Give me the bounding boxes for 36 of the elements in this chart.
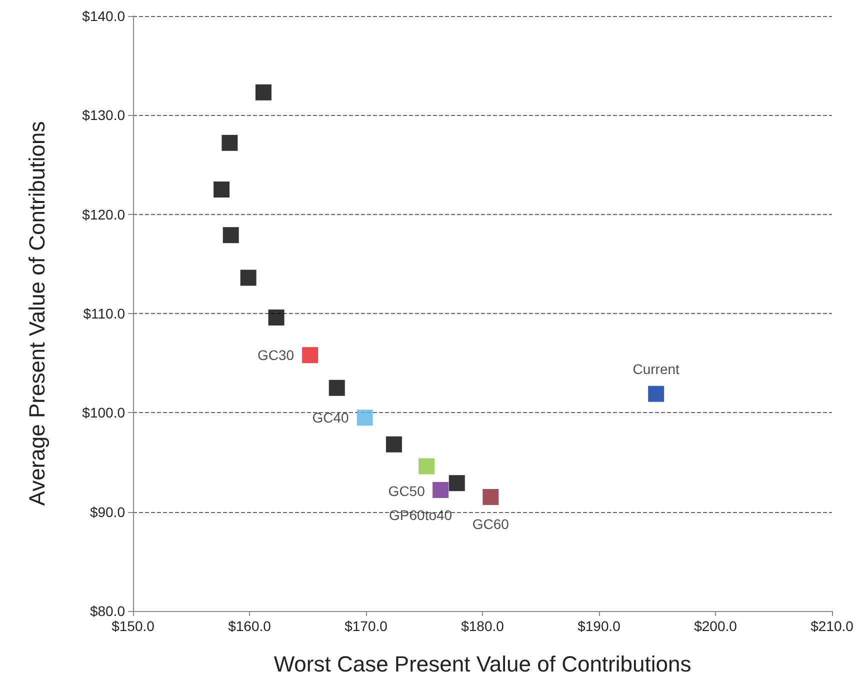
point (302, 347, 318, 364)
x-tick-label: $200.0 (694, 618, 738, 634)
point (448, 475, 465, 492)
point (214, 182, 230, 198)
point (222, 227, 239, 244)
y-tick-label: $90.0 (90, 504, 126, 520)
x-tick-label: $150.0 (112, 618, 155, 634)
point (268, 309, 284, 326)
point (432, 482, 449, 498)
point (255, 84, 272, 100)
point (386, 436, 402, 452)
point (418, 458, 435, 474)
x-axis-title: Worst Case Present Value of Contributions (274, 652, 692, 676)
y-axis-title: Average Present Value of Contributions (24, 121, 50, 506)
y-tick-label: $130.0 (82, 107, 126, 124)
series-label: GC40 (312, 410, 350, 426)
series-label: Current (632, 360, 680, 377)
x-tick-label: $160.0 (228, 618, 272, 634)
x-tick-label: $170.0 (344, 618, 388, 634)
series-label: GC60 (472, 516, 510, 532)
point (356, 410, 373, 426)
point (328, 380, 345, 396)
series-label: GC50 (388, 483, 426, 500)
point (648, 386, 664, 402)
y-tick-label: $110.0 (83, 306, 126, 322)
point (240, 270, 256, 286)
series-label: GC30 (258, 347, 294, 364)
y-tick-label: $100.0 (82, 404, 126, 421)
y-tick-label: $120.0 (82, 206, 126, 222)
y-tick-label: $80.0 (90, 603, 126, 619)
y-tick-label: $140.0 (82, 8, 126, 24)
x-tick-label: $180.0 (461, 618, 504, 634)
point (482, 488, 499, 505)
x-tick-label: $210.0 (810, 618, 854, 634)
point (222, 134, 238, 151)
x-tick-label: $190.0 (578, 618, 621, 634)
